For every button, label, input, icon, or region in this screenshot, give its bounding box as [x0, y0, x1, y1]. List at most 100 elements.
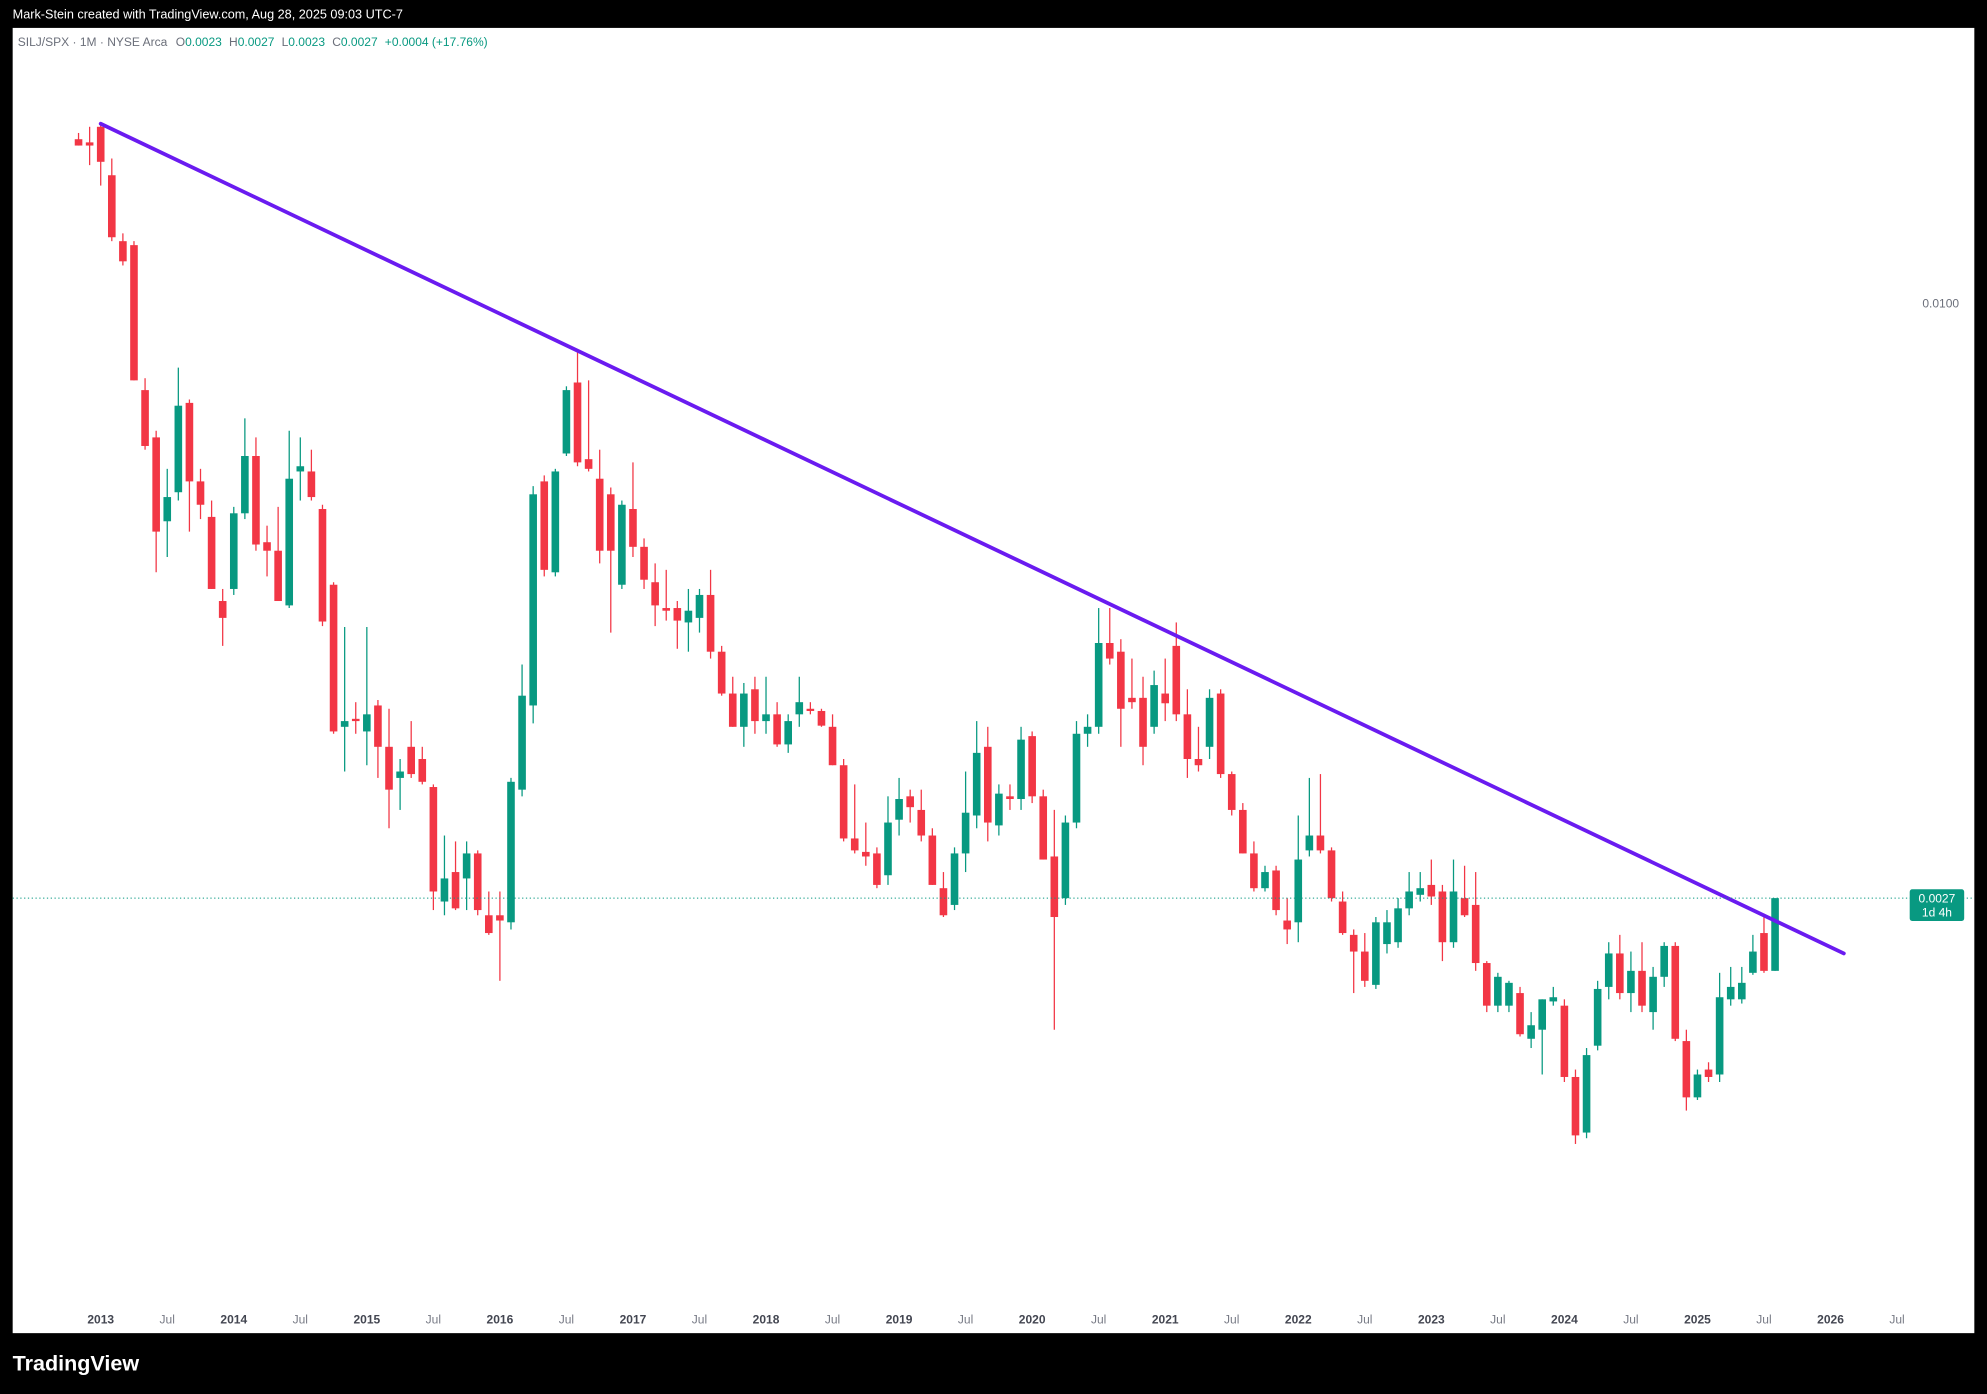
candle-body: [496, 915, 504, 921]
candle-body: [1471, 904, 1480, 964]
x-tick-label: 2026: [1817, 1313, 1844, 1327]
candle-body: [1128, 697, 1136, 703]
candle-body: [1682, 1041, 1691, 1098]
candle-body: [96, 126, 105, 162]
x-tick-label: Jul: [1623, 1313, 1638, 1327]
candle-body: [817, 710, 826, 726]
candle-body: [950, 853, 959, 905]
candle-body: [141, 390, 149, 446]
candle-body: [839, 765, 848, 839]
candle-body: [507, 781, 515, 923]
candle-body: [983, 746, 992, 823]
candle-body: [1372, 922, 1380, 985]
candle-body: [1327, 850, 1336, 899]
c-label: C: [332, 35, 341, 49]
candle-body: [1715, 997, 1724, 1075]
candle-body: [1549, 997, 1558, 1002]
x-tick-label: Jul: [692, 1313, 707, 1327]
candle-body: [1294, 859, 1303, 923]
candle-body: [1438, 891, 1447, 943]
candle-body: [1061, 822, 1070, 899]
candle-body: [108, 175, 116, 238]
candle-body: [163, 497, 172, 522]
x-tick-label: Jul: [1889, 1313, 1904, 1327]
candle-body: [1671, 945, 1680, 1039]
candle-body: [473, 853, 482, 911]
candle-body: [396, 771, 404, 778]
candle-body: [218, 601, 227, 618]
candle-body: [340, 721, 349, 727]
candle-body: [961, 812, 970, 854]
candle-body: [640, 546, 648, 580]
candle-body: [518, 695, 526, 790]
candle-body: [618, 504, 626, 585]
candle-body: [385, 746, 393, 790]
candle-body: [1383, 922, 1391, 945]
candle-body: [1017, 739, 1025, 800]
x-tick-label: Jul: [1490, 1313, 1505, 1327]
candle-body: [1460, 898, 1469, 916]
x-tick-label: 2015: [353, 1313, 380, 1327]
candle-body: [1261, 872, 1269, 889]
candle-body: [1117, 651, 1125, 709]
h-value: 0.0027: [238, 35, 275, 49]
candle-body: [1072, 733, 1081, 823]
x-tick-label: Jul: [293, 1313, 308, 1327]
candle-body: [174, 405, 183, 493]
candle-body: [895, 799, 903, 820]
plot: 0.0100 2013 Jul 2014 Jul 2015 Jul 2016 Jul 2017 Ju…: [12, 121, 1975, 1327]
candle-body: [684, 610, 693, 623]
candle-body: [1028, 736, 1036, 797]
candle-body: [773, 714, 781, 745]
candle-body: [1482, 963, 1491, 1006]
candle-body: [1660, 945, 1668, 977]
candle-body: [862, 851, 870, 857]
candle-body: [429, 787, 438, 892]
candle-body: [274, 550, 282, 602]
candle-body: [307, 471, 316, 498]
candle-body: [462, 853, 471, 879]
candle-body: [1538, 999, 1547, 1030]
candle-body: [1738, 982, 1746, 1000]
candle-body: [1516, 993, 1524, 1035]
x-tick-label: 2022: [1285, 1313, 1312, 1327]
candle-body: [629, 509, 637, 547]
candle-body: [850, 838, 859, 851]
candle-body: [784, 721, 792, 745]
candle-body: [706, 594, 715, 652]
candle-body: [1283, 920, 1291, 930]
h-label: H: [229, 35, 238, 49]
candle-body: [1349, 934, 1358, 952]
candle-body: [1360, 951, 1369, 981]
candle-body: [85, 142, 94, 146]
candle-body: [1150, 685, 1158, 727]
candle-body: [1161, 693, 1170, 704]
countdown: 1d 4h: [1922, 906, 1952, 920]
brand: TradingView: [13, 1352, 140, 1376]
candle-body: [119, 241, 127, 262]
candle-body: [1305, 835, 1314, 851]
x-tick-label: 2024: [1551, 1313, 1578, 1327]
symbol: SILJ/SPX · 1M · NYSE Arca: [18, 35, 168, 49]
candle-body: [1416, 888, 1425, 895]
candle-body: [740, 693, 748, 727]
candle-body: [1394, 908, 1402, 943]
l-value: 0.0023: [288, 35, 325, 49]
candle-body: [806, 708, 815, 711]
candle-body: [1105, 643, 1114, 659]
candle-body: [673, 608, 682, 621]
candle-body: [152, 437, 160, 532]
chart-panel: [12, 27, 1975, 1334]
credit: Mark-Stein created with TradingView.com,…: [13, 8, 403, 22]
x-tick-label: 2025: [1684, 1313, 1711, 1327]
candle-body: [1449, 891, 1458, 943]
x-tick-label: 2018: [753, 1313, 780, 1327]
candle-body: [1649, 976, 1657, 1013]
candle-body: [229, 513, 238, 589]
candle-body: [717, 651, 726, 694]
candle-body: [252, 455, 260, 545]
candle-body: [1616, 953, 1624, 994]
candle-body: [1726, 986, 1735, 1000]
candle-body: [185, 402, 194, 482]
